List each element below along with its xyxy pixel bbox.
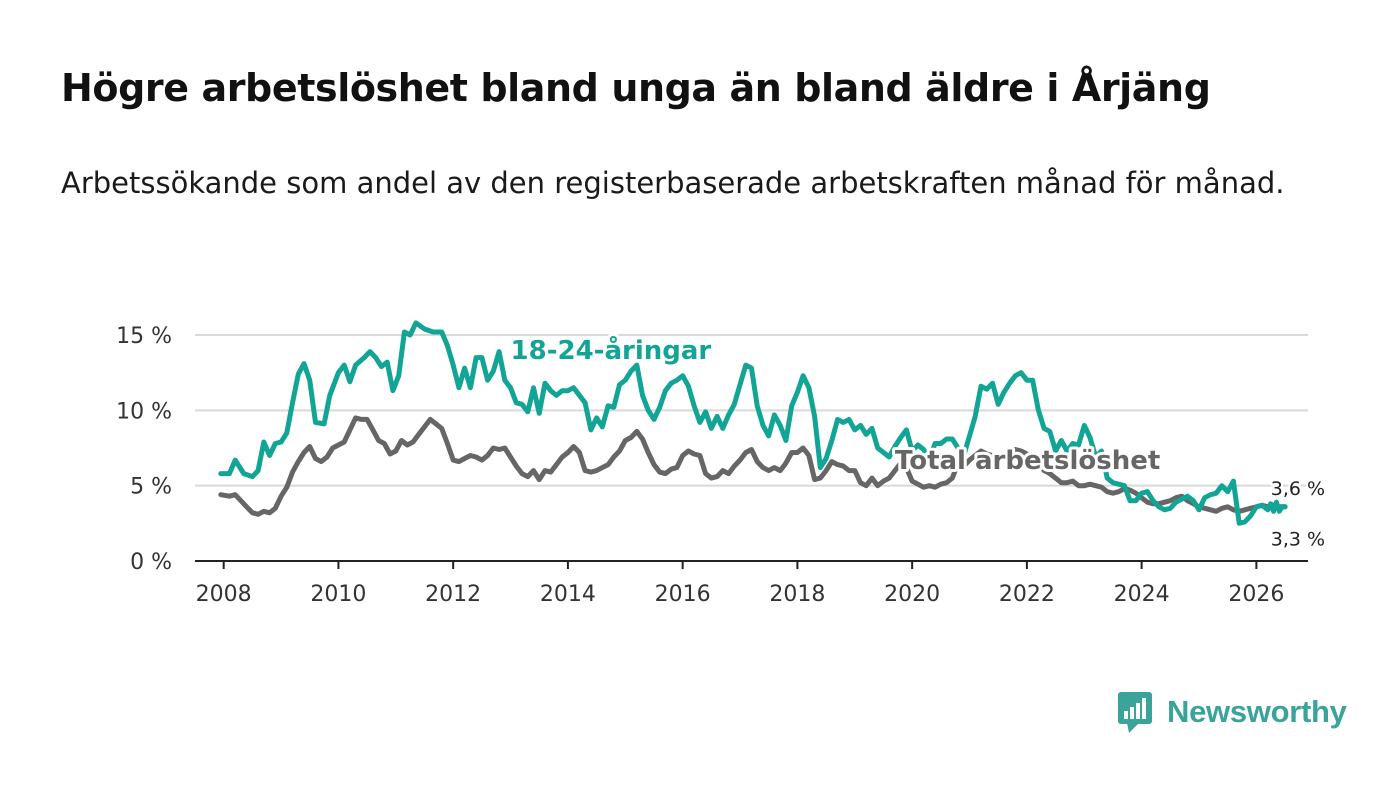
line-labels: 18-24-åringar Total arbetslöshet 3,6 % 3,3 … bbox=[508, 331, 1328, 552]
x-tick-label: 2010 bbox=[310, 582, 366, 607]
y-tick-label: 5 % bbox=[130, 475, 172, 500]
axes: 0 % 5 % 10 % 15 % 2008 2010 2012 2014 2016 2018 20… bbox=[116, 324, 1308, 607]
x-tick-label: 2016 bbox=[655, 582, 711, 607]
x-tick-label: 2014 bbox=[540, 582, 596, 607]
chart-title: Högre arbetslöshet bland unga än bland ä… bbox=[61, 66, 1211, 110]
series-lines bbox=[218, 320, 1288, 526]
youth-series-label: 18-24-åringar bbox=[511, 334, 712, 366]
x-tick-label: 2024 bbox=[1114, 582, 1170, 607]
series-line-total bbox=[218, 415, 1288, 517]
series-line-youth bbox=[218, 320, 1288, 526]
brand-name: Newsworthy bbox=[1167, 694, 1347, 729]
x-tick-label: 2026 bbox=[1228, 582, 1284, 607]
total-series-label: Total arbetslöshet bbox=[895, 446, 1160, 476]
x-tick-label: 2020 bbox=[884, 582, 940, 607]
y-tick-label: 10 % bbox=[116, 399, 172, 424]
chart-subtitle: Arbetssökande som andel av den registerb… bbox=[61, 166, 1285, 200]
bar-chart-speech-bubble-icon bbox=[1118, 692, 1152, 733]
end-label-total: 3,6 % bbox=[1271, 478, 1325, 500]
x-tick-label: 2008 bbox=[196, 582, 252, 607]
x-tick-label: 2018 bbox=[769, 582, 825, 607]
y-tick-label: 15 % bbox=[116, 324, 172, 349]
brand-logo: Newsworthy bbox=[1117, 688, 1347, 736]
x-tick-label: 2012 bbox=[425, 582, 481, 607]
end-label-youth: 3,3 % bbox=[1271, 528, 1325, 550]
y-tick-label: 0 % bbox=[130, 550, 172, 575]
x-tick-label: 2022 bbox=[999, 582, 1055, 607]
